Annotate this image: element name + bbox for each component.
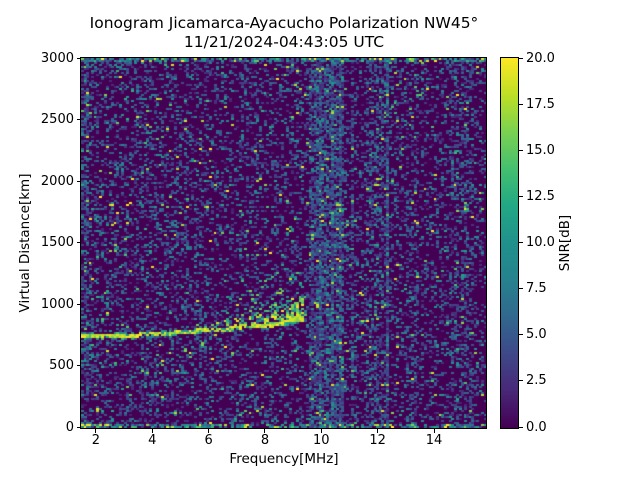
colorbar-tick-label: 5.0 <box>526 327 547 343</box>
x-tick-label: 6 <box>204 433 213 448</box>
y-tick-mark <box>77 119 81 120</box>
colorbar-tick-label: 20.0 <box>526 50 555 66</box>
chart-title: Ionogram Jicamarca-Ayacucho Polarization… <box>89 14 479 32</box>
x-tick-mark <box>95 429 97 433</box>
colorbar-tick-mark <box>519 149 523 151</box>
x-tick-label: 4 <box>148 433 157 448</box>
colorbar-tick-mark <box>519 195 523 197</box>
x-tick-label: 14 <box>425 433 443 448</box>
x-tick-mark <box>264 429 266 433</box>
colorbar-tick-mark <box>519 426 523 428</box>
x-tick-label: 10 <box>313 433 330 448</box>
colorbar-tick-label: 2.5 <box>526 373 547 389</box>
y-tick-label: 2000 <box>40 173 74 189</box>
y-tick-mark <box>77 57 81 59</box>
x-axis-label: Frequency[MHz] <box>229 451 339 467</box>
colorbar-tick-mark <box>519 288 523 290</box>
y-tick-mark <box>77 180 81 182</box>
x-tick-label: 12 <box>369 433 386 448</box>
y-tick-mark <box>77 365 81 366</box>
x-tick-label: 8 <box>260 433 270 448</box>
y-tick-label: 0 <box>65 419 74 435</box>
colorbar-tick-mark <box>519 334 523 336</box>
colorbar-tick-mark <box>519 380 523 382</box>
x-tick-label: 2 <box>91 433 101 448</box>
y-tick-mark <box>77 426 81 428</box>
x-tick-mark <box>320 429 322 433</box>
y-tick-label: 500 <box>49 358 74 373</box>
y-tick-mark <box>77 242 81 243</box>
y-tick-label: 1500 <box>40 235 74 250</box>
x-tick-mark <box>433 429 435 433</box>
colorbar-tick-label: 12.5 <box>526 188 555 204</box>
colorbar-tick-label: 17.5 <box>526 96 555 112</box>
x-tick-mark <box>377 429 379 433</box>
y-tick-mark <box>77 303 81 305</box>
x-tick-mark <box>151 429 153 433</box>
colorbar-tick-mark <box>519 242 523 243</box>
chart-subtitle: 11/21/2024-04:43:05 UTC <box>183 33 385 51</box>
colorbar-tick-label: 10.0 <box>526 235 555 250</box>
y-tick-label: 2500 <box>40 112 74 127</box>
y-tick-label: 1000 <box>40 296 74 312</box>
x-tick-mark <box>208 429 210 433</box>
colorbar-tick-label: 0.0 <box>526 419 547 435</box>
y-tick-label: 3000 <box>40 50 74 66</box>
colorbar-tick-label: 7.5 <box>526 281 547 297</box>
ionogram-heatmap <box>81 58 486 428</box>
colorbar-tick-label: 15.0 <box>526 142 555 158</box>
colorbar-gradient <box>501 58 518 428</box>
colorbar-tick-mark <box>519 103 523 105</box>
colorbar-tick-mark <box>519 57 523 59</box>
